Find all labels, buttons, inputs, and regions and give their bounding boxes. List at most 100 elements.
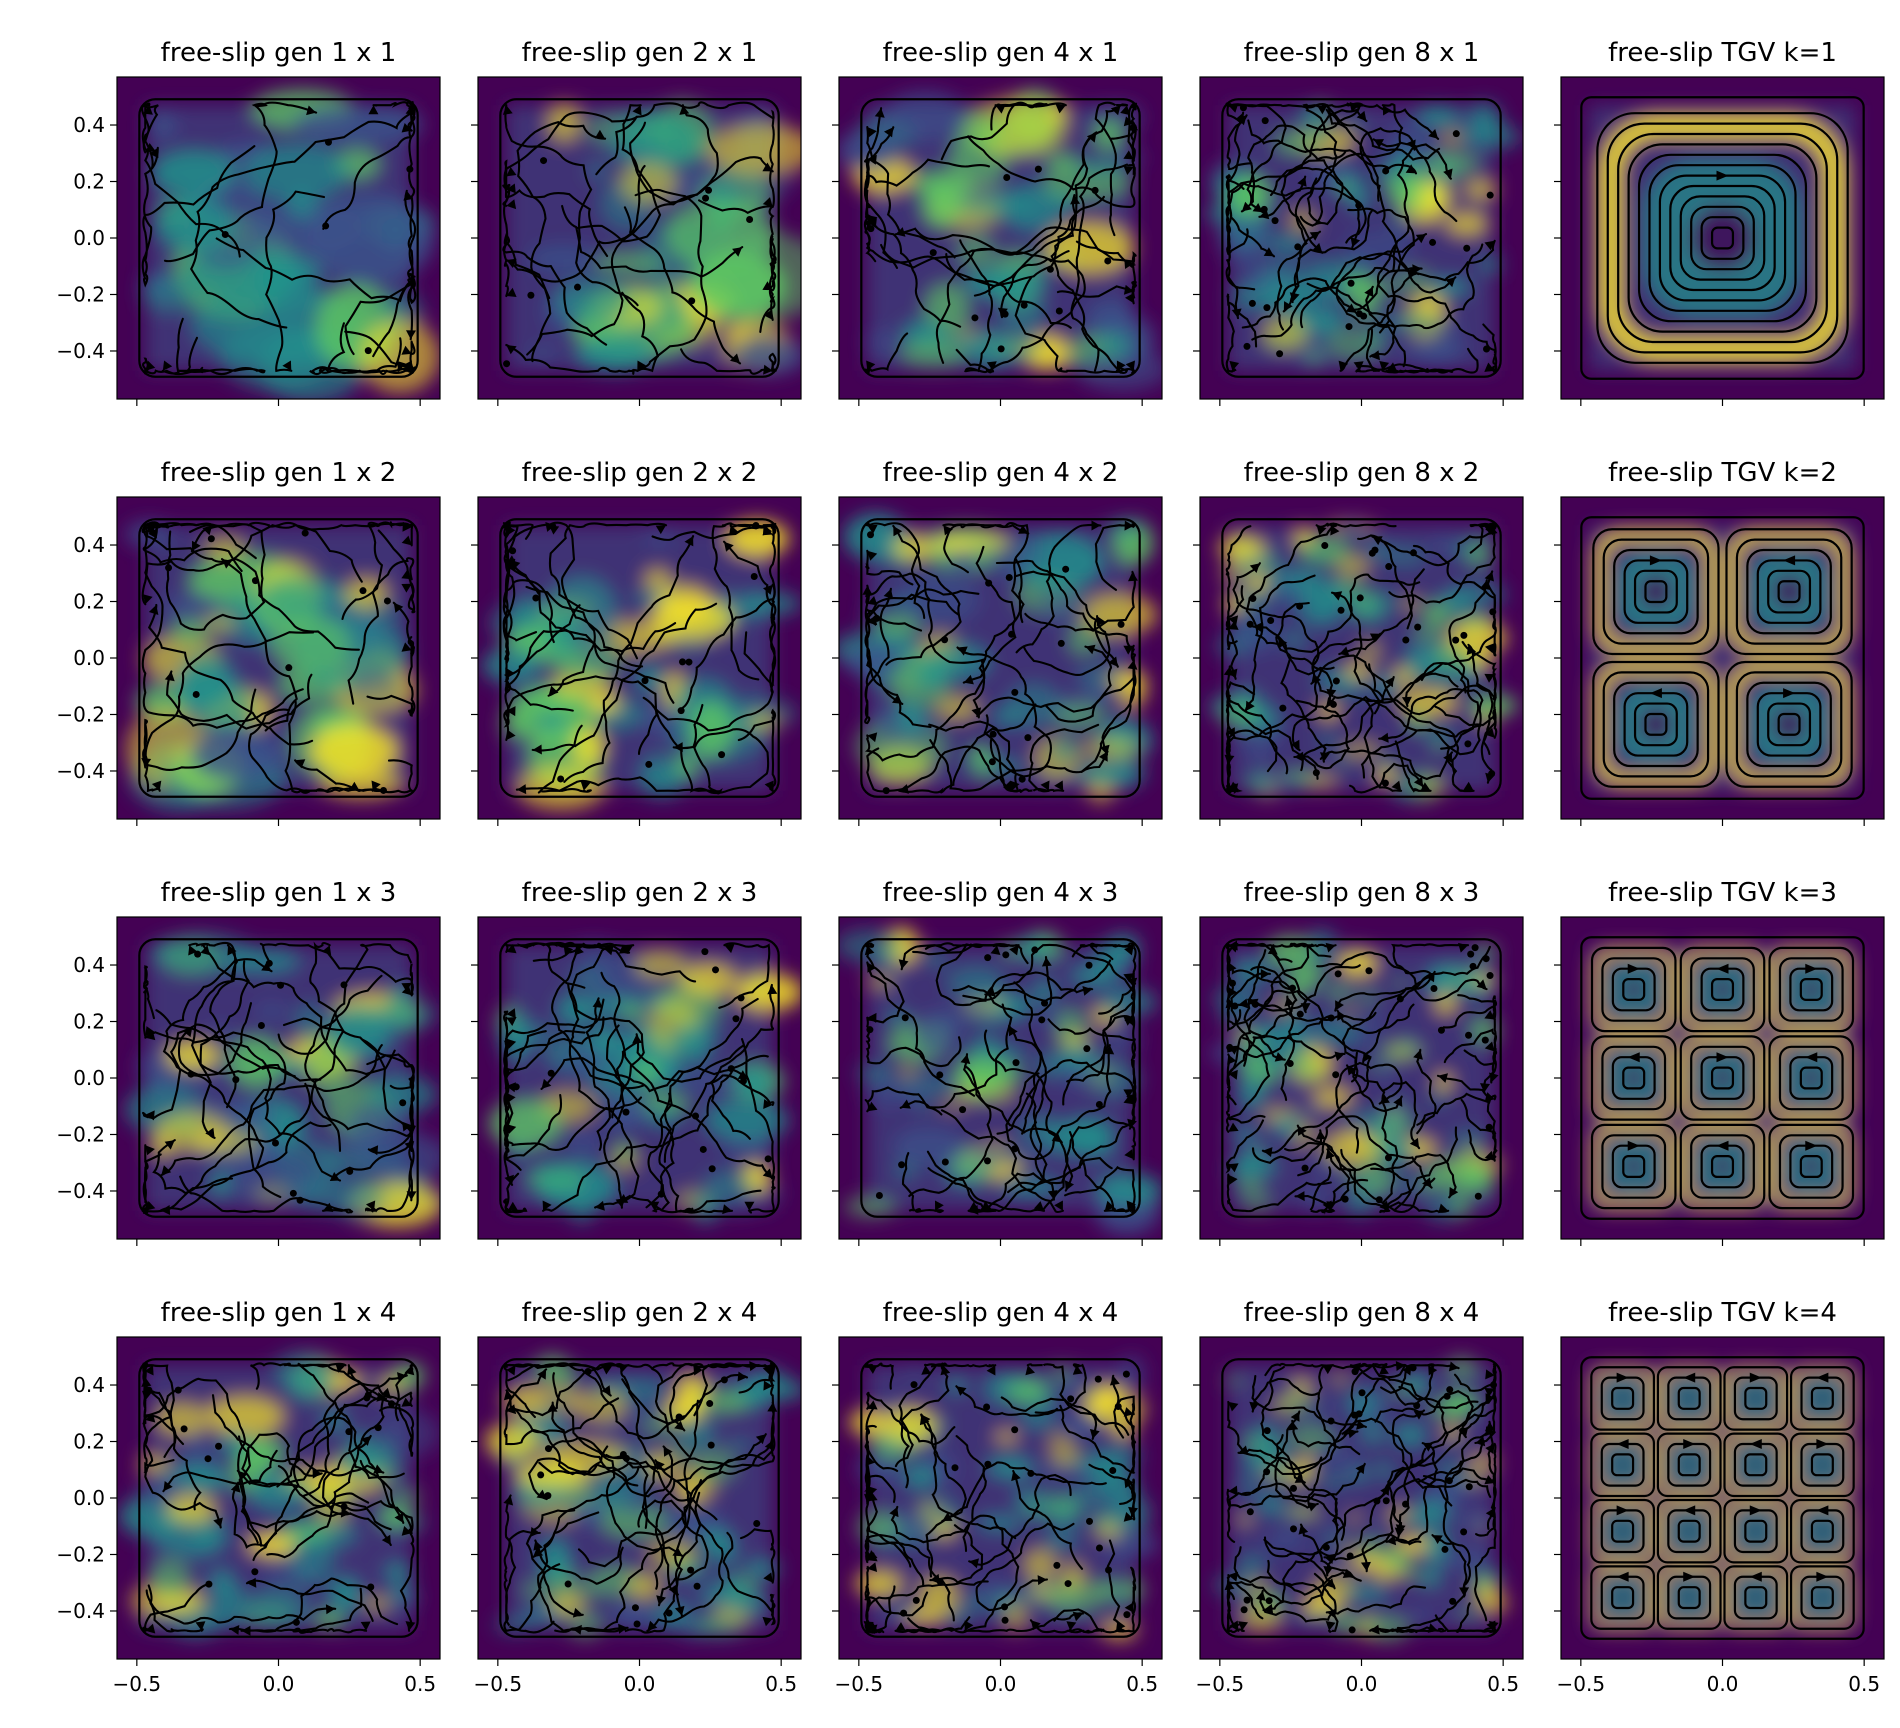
streamline-arrow (1373, 139, 1384, 148)
streamline-arrow (1683, 1571, 1696, 1582)
panel-title: free-slip gen 1 x 3 (161, 878, 397, 908)
streamline-arrow (340, 1507, 351, 1518)
streamline-arrow (1228, 1069, 1238, 1080)
streamline-arrow (368, 105, 379, 115)
streamline (1735, 538, 1843, 645)
panel-title: free-slip gen 1 x 1 (161, 38, 397, 68)
vortex-point (363, 1394, 371, 1402)
streamline (1225, 525, 1252, 631)
vortex-point (1267, 616, 1275, 624)
streamline-arrow (1312, 242, 1323, 253)
vortex-point (1114, 1403, 1122, 1411)
streamline-arrow (230, 1482, 241, 1493)
streamline-arrow (1055, 104, 1066, 114)
streamline (1777, 712, 1801, 736)
streamline (1633, 569, 1678, 614)
streamline-arrow (1123, 165, 1134, 175)
streamline-arrow (601, 1385, 611, 1396)
streamline-arrow (1072, 1611, 1083, 1622)
streamline-arrow (323, 1202, 334, 1212)
vortex-point (204, 1455, 212, 1463)
vortex-point (1002, 951, 1010, 959)
streamline-arrow (1091, 520, 1101, 531)
vortex-point (912, 1596, 920, 1604)
streamline (503, 523, 540, 595)
streamline-arrow (763, 1572, 773, 1583)
streamline (143, 1377, 259, 1544)
streamline-arrow (195, 1621, 206, 1631)
vortex-point (1046, 265, 1054, 273)
streamline (1590, 1035, 1677, 1121)
streamline (603, 1040, 640, 1209)
x-tick-label: 0.0 (1346, 1672, 1378, 1696)
streamline (1320, 1178, 1369, 1215)
streamline-arrow (762, 1168, 773, 1179)
streamline-arrow (943, 525, 953, 536)
vortex-point (1382, 1497, 1390, 1505)
panel-20: free-slip TGV k=4 −0.5 0.0 0.5 (1554, 1298, 1885, 1696)
panel-title: free-slip gen 8 x 3 (1244, 878, 1480, 908)
streamline (141, 521, 257, 560)
streamline-arrow (1412, 264, 1422, 275)
streamline-arrow (1123, 116, 1134, 127)
vortex-point (1488, 770, 1496, 778)
streamline-arrow (306, 105, 317, 116)
streamline-arrow (405, 1621, 416, 1631)
streamline-arrow (1124, 945, 1134, 956)
streamline (1379, 1126, 1459, 1214)
streamline (650, 1362, 776, 1388)
streamline (1015, 570, 1136, 756)
vortex-point (380, 786, 388, 794)
streamline (1744, 1453, 1768, 1477)
streamline (940, 101, 1067, 161)
vortex-point (1288, 984, 1296, 992)
streamline (503, 1368, 620, 1446)
streamline (1226, 114, 1253, 170)
streamline (505, 164, 646, 283)
streamline-arrow (1072, 1365, 1083, 1375)
vortex-point (1064, 1580, 1072, 1588)
streamline-arrow (537, 1369, 547, 1380)
streamline-arrow (732, 247, 743, 257)
streamline (1260, 1365, 1306, 1484)
streamline-arrow (867, 1365, 878, 1374)
streamline (952, 956, 1053, 1016)
streamline (1276, 230, 1322, 331)
y-tick-label: −0.4 (56, 1599, 105, 1623)
vortex-point (574, 283, 582, 291)
streamline (359, 1459, 415, 1632)
streamline (623, 206, 742, 365)
streamline-arrow (1816, 1439, 1829, 1450)
vortex-point (1358, 1389, 1366, 1397)
vortex-point (1381, 779, 1389, 787)
vortex-point (527, 291, 535, 299)
streamline (142, 965, 155, 1038)
streamline (505, 291, 659, 375)
vortex-point (701, 948, 709, 956)
streamline (1644, 712, 1668, 736)
vortex-point (1385, 563, 1393, 571)
streamline (551, 1401, 639, 1487)
streamline (1339, 207, 1415, 372)
streamline-arrow (1011, 1471, 1021, 1482)
streamlines (1221, 938, 1502, 1218)
streamline (144, 631, 315, 793)
streamline (1385, 1447, 1439, 1544)
vortex-point (959, 1106, 967, 1114)
streamline-arrow (866, 360, 876, 371)
vortex-point (1360, 312, 1368, 320)
streamline (1690, 1134, 1755, 1199)
streamline (1261, 1056, 1372, 1154)
streamline-arrow (1484, 673, 1495, 683)
y-tick-label: −0.2 (56, 1122, 105, 1146)
vortex-point (1443, 1392, 1451, 1400)
streamline-arrow (762, 526, 773, 536)
vortex-point (1365, 967, 1373, 975)
panel-18: free-slip gen 4 x 4 −0.5 0.0 0.5 (832, 1298, 1163, 1696)
streamline (231, 1481, 370, 1549)
streamline (1611, 1586, 1635, 1610)
streamline (1259, 1572, 1337, 1623)
streamline (534, 1539, 624, 1585)
streamline-arrow (229, 1625, 240, 1635)
streamline-arrow (1047, 1190, 1058, 1200)
